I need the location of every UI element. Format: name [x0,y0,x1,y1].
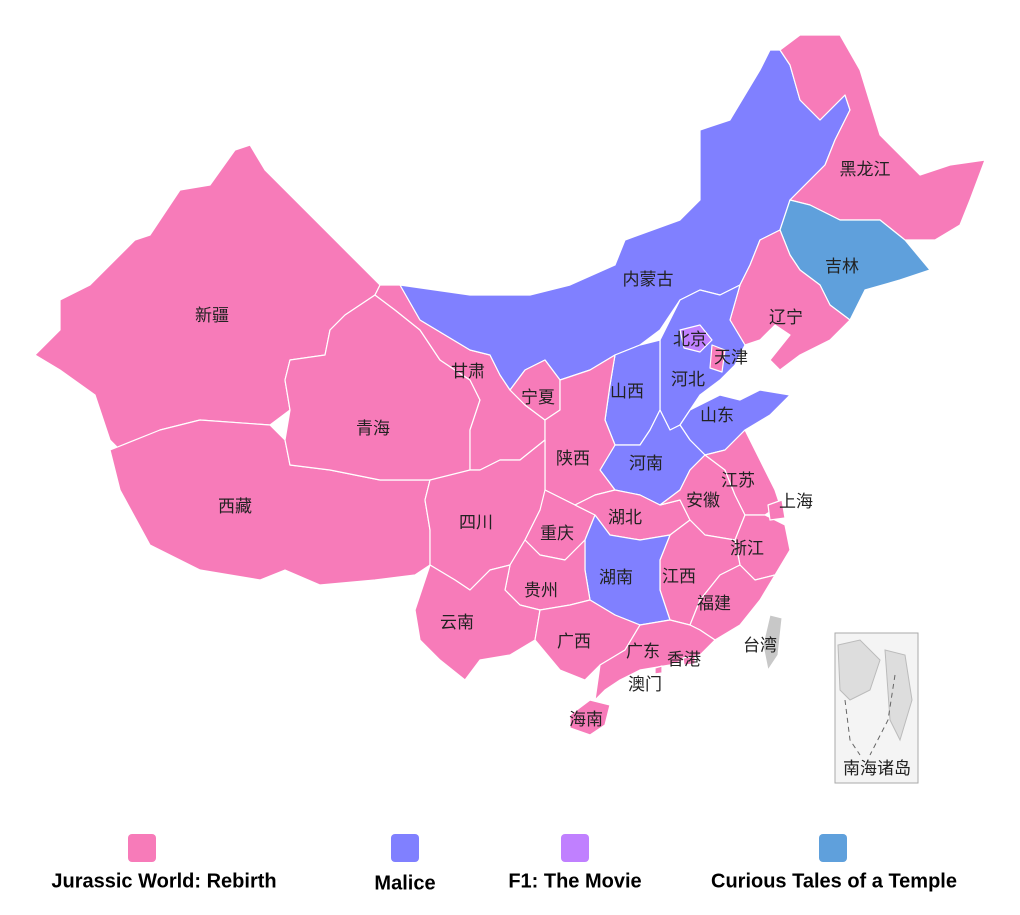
region-label: 云南 [440,613,474,633]
region-label: 辽宁 [769,308,803,328]
region-label: 湖北 [608,508,642,528]
region-label: 陕西 [556,449,590,469]
inset-boundary [844,674,896,756]
legend-label: F1: The Movie [508,870,641,892]
province [399,49,851,391]
legend-swatch [128,834,156,862]
province [569,699,611,736]
inset-land [837,639,881,701]
region-label: 安徽 [686,491,720,511]
province [767,499,786,521]
region-label: 黑龙江 [840,160,891,180]
region-label: 上海 [779,492,813,512]
region-label: 广西 [557,632,591,652]
region-label: 江西 [662,567,696,587]
province [654,665,663,675]
region-label: 湖南 [599,568,633,588]
region-label: 山东 [700,406,734,426]
province [682,655,696,666]
region-label: 河北 [671,370,705,390]
region-label: 澳门 [628,675,662,695]
legend-swatch [561,834,589,862]
region-label: 台湾 [743,636,777,656]
inset-land [884,649,913,742]
legend-label: Malice [374,872,435,894]
region-label: 江苏 [721,471,755,491]
region-label: 天津 [714,348,748,368]
region-label: 重庆 [540,524,574,544]
inset-label: 南海诸岛 [843,759,911,779]
region-label: 内蒙古 [623,270,674,290]
region-label: 吉林 [825,257,859,277]
region-label: 宁夏 [521,388,555,408]
region-label: 西藏 [218,497,252,517]
legend-label: Curious Tales of a Temple [711,870,957,892]
region-label: 浙江 [730,539,764,559]
province [709,344,726,373]
region-label: 海南 [569,710,603,730]
region-label: 福建 [697,594,731,614]
legend-swatch [819,834,847,862]
taiwan-shape [762,614,783,672]
region-label: 新疆 [195,306,229,326]
region-label: 青海 [356,419,390,439]
region-label: 甘肃 [451,362,485,382]
region-label: 香港 [667,650,701,670]
province [679,324,713,353]
region-label: 贵州 [524,581,558,601]
region-label: 山西 [610,382,644,402]
region-label: 河南 [629,454,663,474]
region-label: 北京 [673,330,707,350]
province [414,564,541,681]
south-sea-inset: 南海诸岛 [834,632,919,784]
legend-swatch [391,834,419,862]
region-label: 广东 [626,642,660,662]
region-label: 四川 [459,513,493,533]
legend-label: Jurassic World: Rebirth [51,870,276,892]
